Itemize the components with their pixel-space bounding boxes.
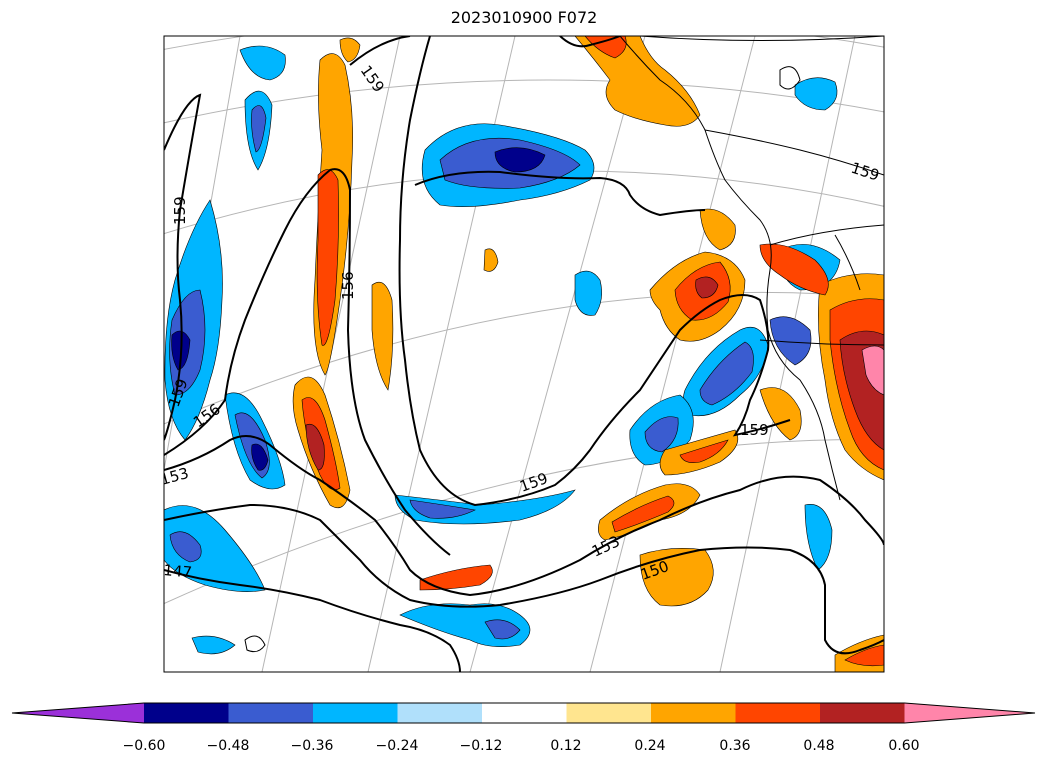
colorbar-bin: [397, 703, 483, 723]
colorbar-tick-label: 0.12: [550, 738, 581, 754]
colorbar-bin: [144, 703, 229, 723]
colorbar-bin: [313, 703, 398, 723]
coastlines: [244, 36, 884, 653]
shading: [164, 36, 884, 672]
contour-label: 156: [339, 271, 357, 300]
colorbar-outline: [11, 702, 1036, 724]
colorbar: −0.60 −0.48 −0.36 −0.24 −0.12 0.12 0.24 …: [11, 702, 1036, 754]
colorbar-bin: [820, 703, 905, 723]
height-contours: [164, 36, 884, 672]
colorbar-bin: [228, 703, 314, 723]
contour-153: [164, 435, 884, 597]
colorbar-tick-label: −0.36: [291, 738, 334, 754]
contour-159-west: [164, 93, 202, 441]
colorbar-tick-label: 0.60: [888, 738, 919, 754]
map-title: 2023010900 F072: [450, 8, 598, 27]
colorbar-extend-high: [904, 703, 1035, 723]
colorbar-extend-low: [12, 703, 144, 723]
contour-147: [164, 569, 461, 672]
colorbar-bins: [11, 702, 1036, 724]
colorbar-bin: [566, 703, 652, 723]
map-figure: 159 159 159 156 159 156 153 147 159 153 …: [163, 35, 885, 673]
map-plot-area: 159 159 159 156 159 156 153 147 159 153 …: [163, 36, 884, 672]
contour-label: 147: [163, 561, 193, 581]
contour-label: 159: [171, 196, 189, 225]
colorbar-tick-label: 0.24: [634, 738, 665, 754]
colorbar-tick-label: 0.36: [719, 738, 750, 754]
map-frame: [163, 35, 885, 673]
orange-region-north: [574, 36, 701, 127]
colorbar-bin: [651, 703, 736, 723]
contour-label: 159: [740, 421, 769, 439]
colorbar-bin: [735, 703, 821, 723]
contour-159-ring: [414, 170, 706, 217]
contour-156-west: [164, 168, 451, 556]
colorbar-ticks: −0.60 −0.48 −0.36 −0.24 −0.12 0.12 0.24 …: [123, 738, 920, 754]
colorbar-tick-label: 0.48: [803, 738, 834, 754]
contour-159-north: [349, 36, 411, 66]
colorbar-tick-label: −0.60: [123, 738, 166, 754]
colorbar-tick-label: −0.48: [207, 738, 250, 754]
colorbar-tick-label: −0.12: [460, 738, 503, 754]
contour-159-center: [398, 36, 791, 507]
colorbar-tick-label: −0.24: [376, 738, 419, 754]
colorbar-bin: [482, 703, 567, 723]
contour-150: [164, 503, 884, 655]
